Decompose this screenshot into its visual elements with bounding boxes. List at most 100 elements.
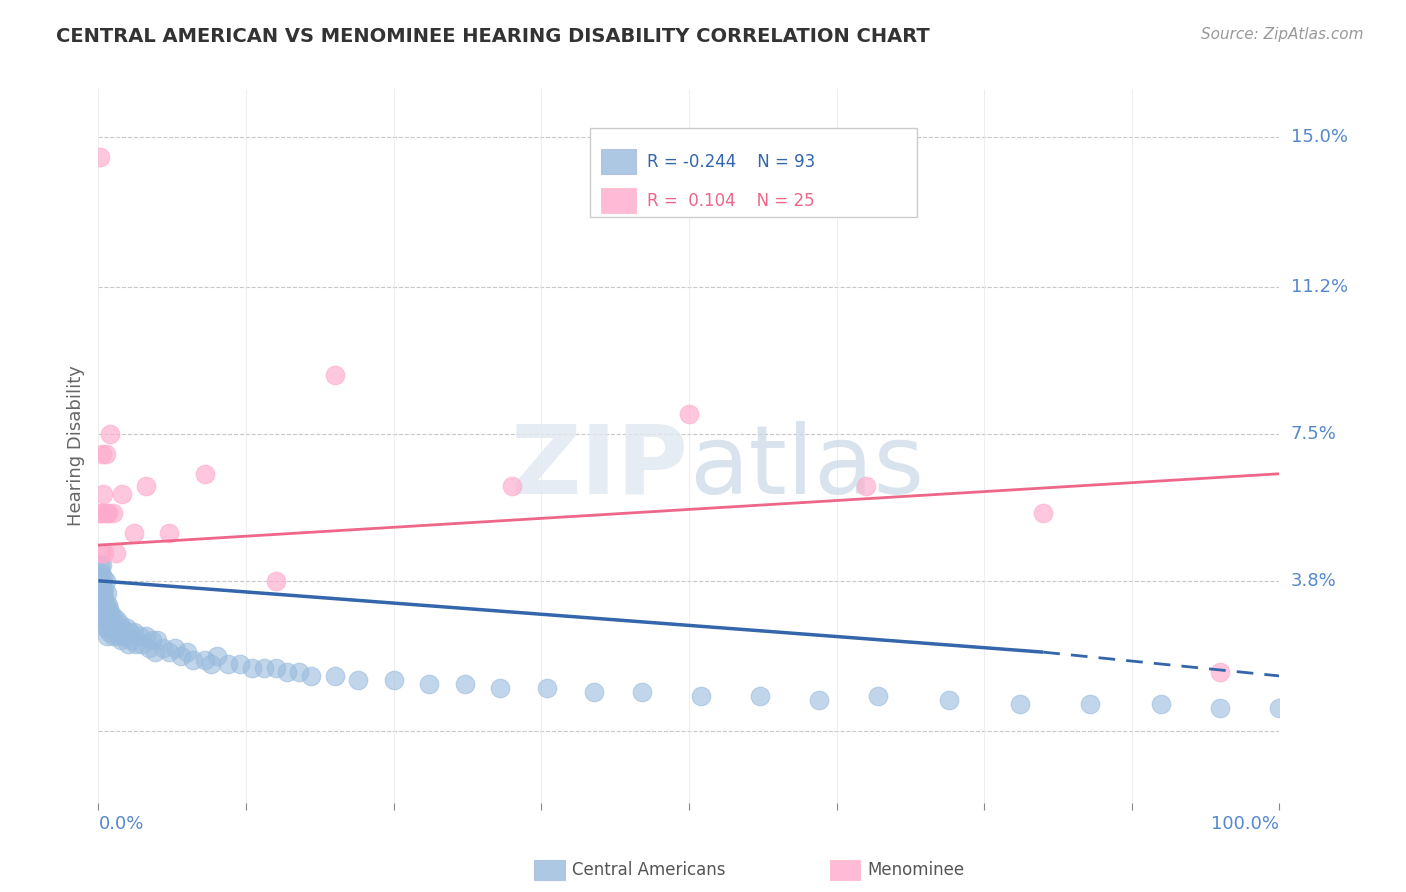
Point (146, 633, 169, 648)
Text: Menominee: Menominee (868, 861, 965, 879)
Point (103, 617, 125, 632)
Point (101, 609, 124, 624)
Point (91, 590, 114, 604)
Y-axis label: Hearing Disability: Hearing Disability (66, 366, 84, 526)
Point (855, 478, 877, 492)
Point (157, 645, 180, 659)
Point (91, 582, 114, 596)
Point (938, 692, 960, 706)
Point (866, 689, 889, 703)
Point (453, 677, 475, 691)
Text: R = -0.244    N = 93: R = -0.244 N = 93 (648, 153, 815, 170)
Point (90, 593, 112, 607)
Point (141, 633, 163, 648)
Point (108, 617, 131, 632)
Point (205, 649, 228, 664)
Point (93, 617, 115, 632)
Point (98, 601, 121, 615)
Point (93, 590, 115, 604)
Point (253, 661, 276, 675)
Point (96, 585, 118, 599)
Point (89, 507, 111, 521)
Point (97, 617, 120, 632)
Point (91, 585, 114, 599)
Point (97, 507, 120, 521)
Point (288, 665, 311, 679)
Text: 7.5%: 7.5% (1291, 425, 1337, 443)
Point (501, 478, 523, 492)
Point (90, 546, 112, 560)
Point (101, 507, 124, 521)
Point (181, 653, 204, 667)
Point (264, 661, 287, 675)
Point (689, 689, 711, 703)
Point (91, 558, 114, 572)
Point (678, 407, 700, 421)
Point (94, 447, 117, 461)
Point (105, 546, 128, 560)
Point (89, 585, 111, 599)
Point (98, 427, 121, 442)
Point (276, 665, 298, 679)
Point (91, 606, 114, 620)
Point (165, 641, 187, 656)
Text: CENTRAL AMERICAN VS MENOMINEE HEARING DISABILITY CORRELATION CHART: CENTRAL AMERICAN VS MENOMINEE HEARING DI… (56, 27, 929, 45)
Point (143, 645, 166, 659)
Point (90, 566, 112, 580)
Text: atlas: atlas (689, 421, 924, 514)
Point (93, 582, 115, 596)
Point (97, 598, 120, 612)
Point (323, 368, 346, 382)
Point (121, 633, 143, 648)
Point (90, 585, 112, 599)
Point (100, 614, 122, 628)
Point (1032, 507, 1054, 521)
Point (107, 629, 129, 643)
Point (91, 486, 114, 500)
Point (748, 689, 770, 703)
Point (418, 677, 440, 691)
Point (1008, 697, 1031, 711)
Point (489, 681, 512, 695)
Point (382, 673, 405, 687)
Point (176, 645, 198, 659)
Point (1080, 697, 1102, 711)
Point (93, 546, 115, 560)
Point (98, 606, 121, 620)
Point (807, 692, 830, 706)
Text: Source: ZipAtlas.com: Source: ZipAtlas.com (1201, 27, 1364, 42)
Text: ZIP: ZIP (510, 421, 689, 514)
Point (94, 621, 117, 635)
Point (105, 614, 128, 628)
Point (1209, 665, 1232, 679)
Point (110, 633, 132, 648)
Point (91, 447, 114, 461)
Point (104, 621, 127, 635)
Point (1209, 700, 1232, 714)
Point (299, 669, 322, 683)
Point (105, 625, 128, 640)
Point (111, 486, 134, 500)
Point (323, 669, 346, 683)
Point (135, 478, 157, 492)
Point (89, 150, 111, 164)
Text: 100.0%: 100.0% (1212, 814, 1279, 833)
Point (98, 625, 121, 640)
Point (115, 621, 138, 635)
Point (152, 641, 174, 656)
Point (96, 507, 118, 521)
Point (91, 593, 114, 607)
Point (200, 657, 222, 671)
Point (89, 558, 111, 572)
Point (101, 629, 124, 643)
Point (94, 574, 117, 588)
Point (96, 609, 118, 624)
Text: 11.2%: 11.2% (1291, 278, 1348, 296)
Point (194, 467, 217, 481)
Point (217, 657, 239, 671)
Point (120, 625, 142, 640)
Point (194, 653, 217, 667)
Point (240, 661, 263, 675)
Point (135, 629, 157, 643)
Point (117, 637, 139, 651)
